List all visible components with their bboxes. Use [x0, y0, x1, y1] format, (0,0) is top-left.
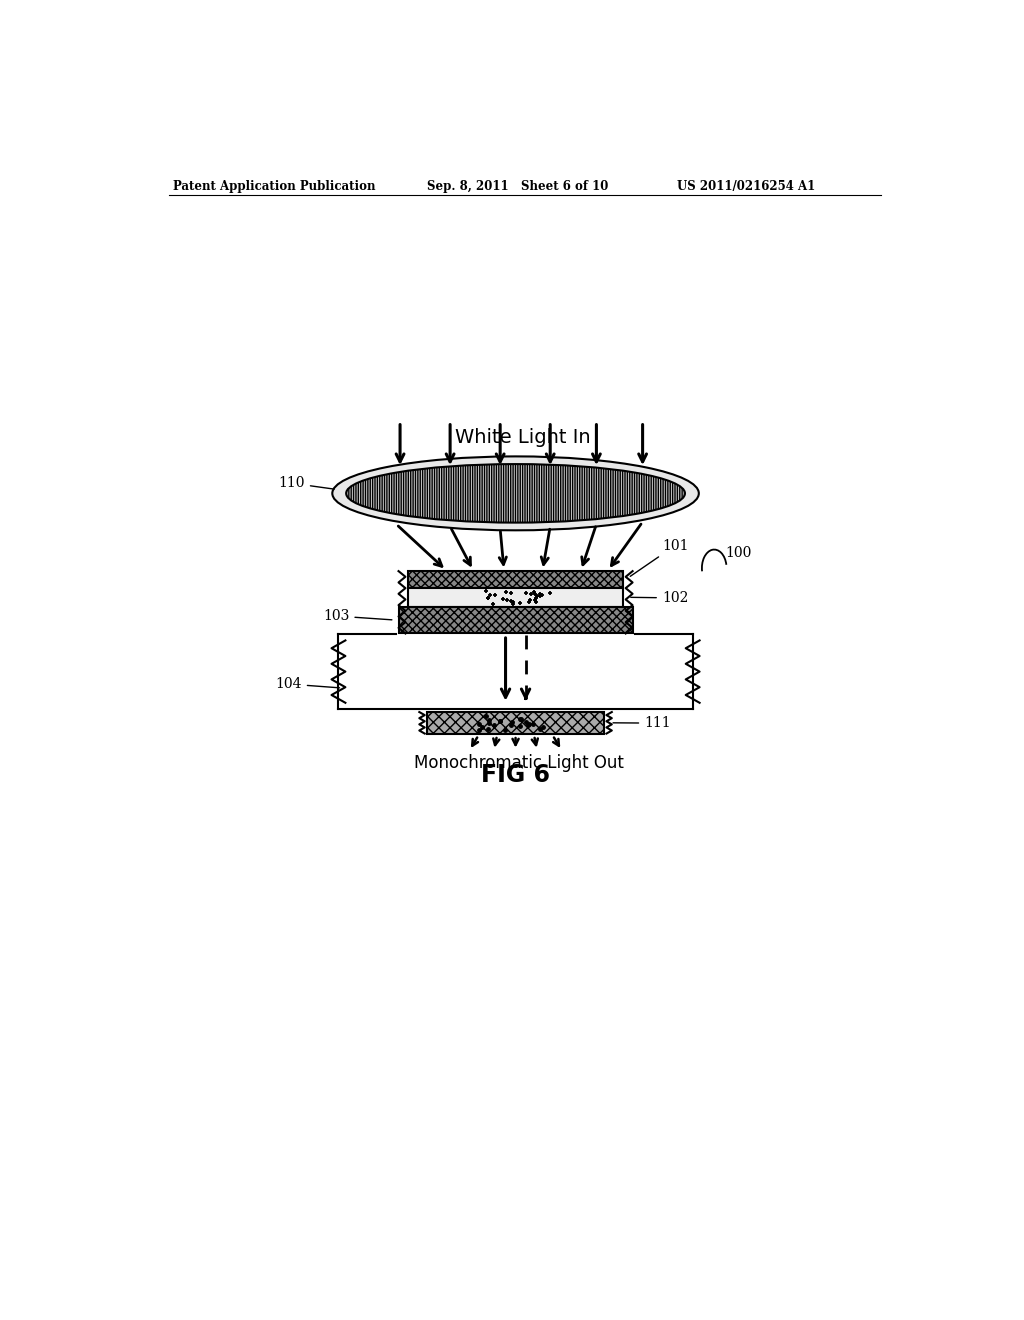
- Ellipse shape: [333, 457, 698, 531]
- Ellipse shape: [346, 465, 685, 523]
- Text: FIG 6: FIG 6: [481, 763, 550, 787]
- Bar: [427, 711, 604, 734]
- Text: US 2011/0216254 A1: US 2011/0216254 A1: [677, 180, 815, 193]
- Text: Monochromatic Light Out: Monochromatic Light Out: [415, 755, 625, 772]
- Text: 111: 111: [613, 717, 671, 730]
- Bar: [408, 572, 624, 589]
- Text: Patent Application Publication: Patent Application Publication: [173, 180, 376, 193]
- Text: Sep. 8, 2011   Sheet 6 of 10: Sep. 8, 2011 Sheet 6 of 10: [427, 180, 608, 193]
- Text: 110: 110: [279, 477, 334, 490]
- Text: 102: 102: [631, 591, 688, 605]
- Bar: [398, 607, 633, 634]
- Bar: [408, 589, 624, 607]
- Text: 104: 104: [275, 677, 340, 692]
- Text: White Light In: White Light In: [456, 428, 591, 447]
- Text: 100: 100: [725, 545, 752, 560]
- Text: 103: 103: [323, 609, 392, 623]
- Text: 101: 101: [630, 539, 688, 577]
